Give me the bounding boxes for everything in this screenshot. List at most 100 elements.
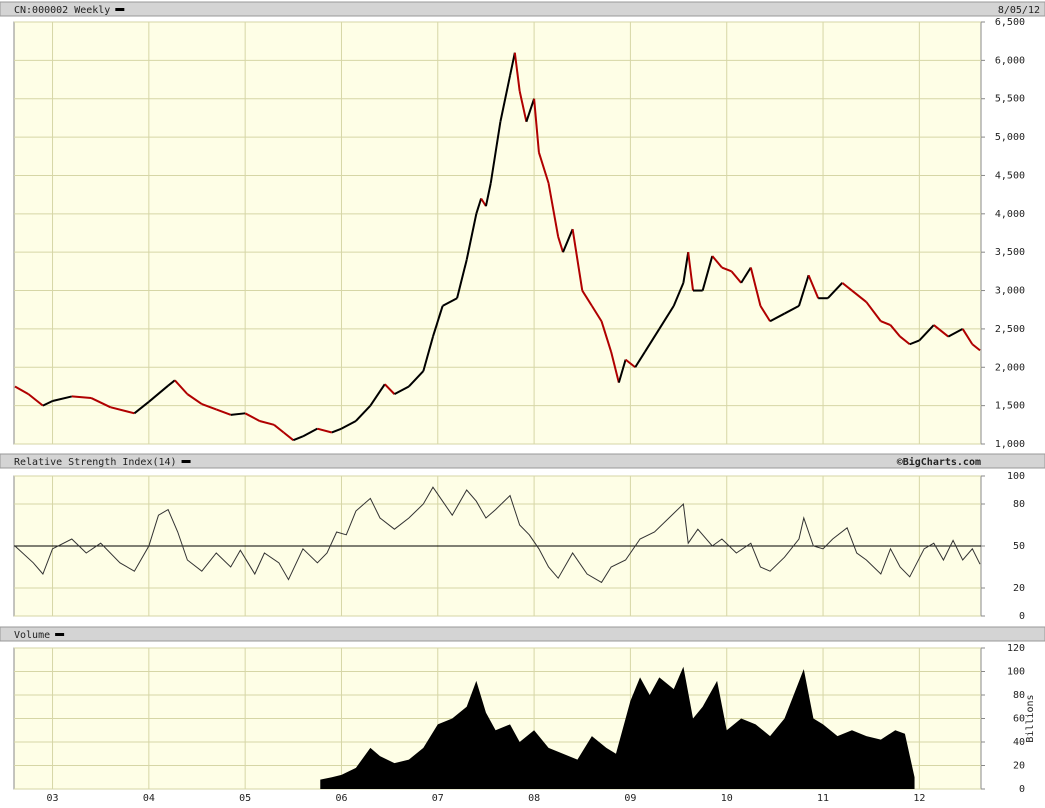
price-segment: [456, 259, 468, 299]
price-segment: [465, 213, 478, 261]
price-segment: [484, 182, 492, 207]
x-tick-label: 06: [335, 793, 347, 804]
legend-key: [115, 8, 125, 11]
price-segment: [624, 358, 636, 369]
price-segment: [533, 98, 540, 153]
y-tick-label: 2,000: [995, 362, 1025, 373]
panel-title: Volume: [14, 630, 50, 641]
price-segment: [701, 255, 714, 291]
x-tick-label: 11: [817, 793, 829, 804]
price-segment: [865, 301, 882, 322]
y-tick-label: 6,500: [995, 17, 1025, 28]
price-segment: [292, 435, 304, 442]
y-tick-label: 1,500: [995, 401, 1025, 412]
price-segment: [317, 427, 333, 434]
price-segment: [909, 339, 920, 346]
price-segment: [740, 266, 752, 284]
y-tick-label: 100: [1007, 667, 1025, 678]
x-tick-label: 08: [528, 793, 540, 804]
price-segment: [721, 266, 732, 273]
y-tick-label: 80: [1013, 690, 1025, 701]
price-segment: [273, 424, 285, 434]
x-tick-label: 03: [47, 793, 59, 804]
y-tick-label: 50: [1013, 541, 1025, 552]
price-segment: [174, 379, 189, 395]
price-segment: [384, 383, 396, 395]
price-segment: [283, 431, 294, 441]
price-segment: [798, 274, 810, 307]
panel-title: CN:000002 Weekly: [14, 5, 110, 16]
panel-header: [0, 1, 1045, 17]
y-tick-label: 6,000: [995, 55, 1025, 66]
y-tick-label: 5,500: [995, 94, 1025, 105]
price-segment: [244, 412, 261, 422]
y-tick-label: 3,500: [995, 247, 1025, 258]
plot-area: [13, 21, 982, 445]
x-tick-label: 09: [624, 793, 636, 804]
price-segment: [167, 379, 176, 387]
price-segment: [537, 152, 550, 184]
volume-area: [320, 666, 915, 789]
price-segment: [682, 252, 690, 284]
price-segment: [687, 252, 695, 291]
price-segment: [827, 282, 844, 299]
price-segment: [581, 290, 593, 307]
price-segment: [230, 412, 246, 416]
price-segment: [71, 395, 92, 399]
price-segment: [513, 52, 521, 92]
price-segment: [591, 305, 603, 322]
price-segment: [658, 305, 675, 330]
price-segment: [499, 75, 511, 122]
price-segment: [730, 270, 742, 284]
y-tick-label: 5,000: [995, 132, 1025, 143]
legend-key: [181, 460, 191, 463]
price-segment: [110, 406, 135, 415]
y-tick-label: 3,000: [995, 286, 1025, 297]
price-segment: [369, 383, 386, 407]
price-segment: [480, 197, 487, 207]
price-segment: [933, 324, 949, 338]
price-segment: [784, 305, 800, 315]
price-segment: [90, 397, 111, 409]
y-tick-label: 20: [1013, 761, 1025, 772]
price-segment: [525, 98, 536, 123]
price-segment: [42, 400, 53, 407]
price-segment: [355, 404, 372, 422]
price-segment: [562, 228, 574, 253]
price-segment: [759, 305, 771, 322]
price-segment: [971, 343, 981, 352]
price-segment: [133, 401, 150, 415]
panel-header: [0, 626, 1045, 642]
price-segment: [644, 328, 661, 353]
price-segment: [475, 198, 483, 215]
y-tick-label: 0: [1019, 784, 1025, 795]
price-segment: [489, 121, 502, 184]
price-segment: [186, 393, 203, 405]
x-tick-label: 07: [432, 793, 444, 804]
price-segment: [749, 267, 762, 307]
y-tick-label: 4,000: [995, 209, 1025, 220]
y-tick-label: 1,000: [995, 439, 1025, 450]
price-segment: [557, 236, 564, 253]
x-tick-label: 05: [239, 793, 251, 804]
y-tick-label: 4,500: [995, 170, 1025, 181]
price-segment: [711, 255, 723, 269]
price-segment: [918, 324, 935, 342]
price-segment: [547, 182, 560, 238]
price-segment: [509, 52, 516, 76]
price-segment: [947, 328, 964, 338]
price-segment: [769, 312, 785, 323]
price-segment: [14, 385, 29, 395]
y-tick-label: 60: [1013, 714, 1025, 725]
price-segment: [518, 90, 528, 122]
credit: ©BigCharts.com: [897, 456, 981, 468]
price-segment: [617, 359, 627, 383]
price-segment: [27, 393, 44, 407]
price-segment: [442, 297, 458, 307]
x-tick-label: 10: [721, 793, 733, 804]
y-tick-label: 2,500: [995, 324, 1025, 335]
price-segment: [880, 320, 891, 327]
price-segment: [600, 320, 613, 353]
panel-header: [0, 453, 1045, 469]
